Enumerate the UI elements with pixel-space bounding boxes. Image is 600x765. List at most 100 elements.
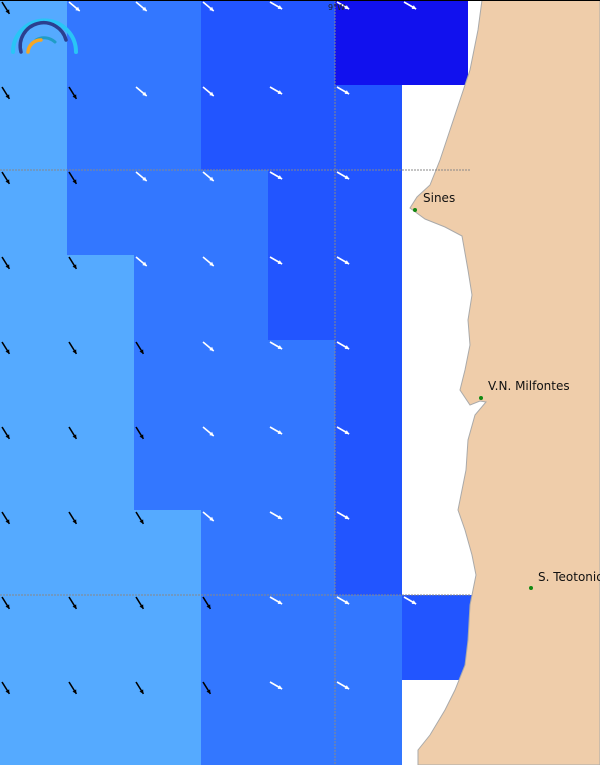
wave-direction-arrow-icon bbox=[68, 596, 78, 610]
wave-cell bbox=[268, 680, 335, 765]
wave-direction-arrow-icon bbox=[68, 511, 78, 525]
wave-cell bbox=[134, 0, 201, 85]
wave-cell bbox=[134, 680, 201, 765]
wave-direction-arrow-icon bbox=[403, 1, 417, 10]
wave-direction-arrow-icon bbox=[1, 426, 11, 440]
wave-cell bbox=[134, 170, 201, 255]
wave-cell bbox=[67, 595, 134, 680]
longitude-label: 9°W bbox=[328, 3, 345, 12]
wave-cell bbox=[268, 255, 335, 340]
logo bbox=[11, 18, 78, 54]
wave-cell bbox=[67, 255, 134, 340]
wave-cell bbox=[134, 340, 201, 425]
wave-cell bbox=[0, 85, 67, 170]
wave-cell bbox=[67, 680, 134, 765]
wave-cell bbox=[335, 340, 402, 425]
wave-cell bbox=[335, 425, 402, 510]
wave-direction-arrow-icon bbox=[403, 596, 417, 605]
wave-direction-arrow-icon bbox=[135, 256, 148, 267]
wave-direction-arrow-icon bbox=[135, 86, 148, 97]
city-marker-icon[interactable] bbox=[413, 208, 417, 212]
wave-direction-arrow-icon bbox=[1, 86, 11, 100]
city-label-sines: Sines bbox=[423, 191, 456, 205]
wave-direction-arrow-icon bbox=[202, 341, 215, 352]
wave-cell bbox=[201, 595, 268, 680]
wave-cell bbox=[134, 510, 201, 595]
wave-direction-arrow-icon bbox=[135, 511, 145, 525]
wave-direction-arrow-icon bbox=[269, 681, 283, 690]
wave-direction-arrow-icon bbox=[135, 681, 145, 695]
wave-cell bbox=[335, 255, 402, 340]
wave-direction-arrow-icon bbox=[68, 86, 78, 100]
wave-cell bbox=[67, 340, 134, 425]
graticule bbox=[0, 0, 470, 765]
city-marker-icon[interactable] bbox=[529, 586, 533, 590]
wave-direction-arrow-icon bbox=[336, 1, 350, 10]
wave-direction-arrow-icon bbox=[202, 426, 215, 437]
wave-direction-arrow-icon bbox=[202, 596, 212, 610]
wave-cell bbox=[67, 425, 134, 510]
city-label-milfontes: V.N. Milfontes bbox=[488, 379, 570, 393]
wave-cell bbox=[268, 510, 335, 595]
wave-cell bbox=[67, 85, 134, 170]
wave-cell bbox=[268, 85, 335, 170]
wave-direction-arrow-icon bbox=[1, 171, 11, 185]
wave-cell bbox=[0, 595, 67, 680]
wave-cell bbox=[0, 425, 67, 510]
wave-cell bbox=[134, 595, 201, 680]
wave-cell bbox=[335, 510, 402, 595]
wave-cell bbox=[335, 680, 402, 765]
wave-direction-arrow-icon bbox=[68, 1, 81, 12]
wave-direction-arrow-icon bbox=[135, 1, 148, 12]
wave-direction-arrow-icon bbox=[269, 256, 283, 265]
wave-cell bbox=[402, 595, 472, 680]
wave-direction-arrow-icon bbox=[269, 86, 283, 95]
wave-cell bbox=[67, 510, 134, 595]
wave-cell bbox=[134, 425, 201, 510]
wave-cell bbox=[134, 255, 201, 340]
wave-direction-arrow-icon bbox=[135, 341, 145, 355]
wave-direction-arrow-icon bbox=[135, 426, 145, 440]
wave-cell bbox=[134, 85, 201, 170]
wave-direction-arrow-icon bbox=[1, 596, 11, 610]
wave-direction-arrow-icon bbox=[202, 86, 215, 97]
wave-direction-arrow-icon bbox=[269, 511, 283, 520]
wave-cell bbox=[402, 340, 470, 425]
wave-cell bbox=[335, 170, 402, 255]
wave-cell bbox=[268, 0, 335, 85]
wave-direction-arrow-icon bbox=[269, 171, 283, 180]
wave-cell bbox=[0, 680, 67, 765]
wave-direction-arrow-icon bbox=[135, 171, 148, 182]
city-marker-icon[interactable] bbox=[479, 396, 483, 400]
wave-direction-arrow-icon bbox=[68, 426, 78, 440]
wave-cell bbox=[201, 0, 268, 85]
wave-cell bbox=[335, 0, 402, 85]
wave-cell bbox=[268, 595, 335, 680]
wave-direction-arrow-icon bbox=[336, 596, 350, 605]
wave-direction-arrow-icon bbox=[1, 681, 11, 695]
wave-cell bbox=[402, 255, 470, 340]
wave-cell bbox=[268, 340, 335, 425]
wave-cell bbox=[402, 0, 468, 85]
wave-cell bbox=[67, 170, 134, 255]
wave-direction-arrow-icon bbox=[336, 171, 350, 180]
wave-direction-arrow-icon bbox=[202, 1, 215, 12]
wave-direction-arrow-icon bbox=[202, 256, 215, 267]
wave-cell bbox=[67, 0, 134, 85]
wave-direction-arrow-icon bbox=[336, 341, 350, 350]
city-label-teotonio: S. Teotonio bbox=[538, 570, 600, 584]
wave-direction-arrow-icon bbox=[336, 511, 350, 520]
wave-direction-arrow-icon bbox=[336, 256, 350, 265]
land-portugal bbox=[409, 0, 600, 765]
wave-direction-arrow-icon bbox=[68, 171, 78, 185]
wave-cell bbox=[0, 255, 67, 340]
wave-direction-arrow-icon bbox=[336, 86, 350, 95]
wave-cell bbox=[201, 255, 268, 340]
wave-direction-arrow-icon bbox=[1, 511, 11, 525]
wave-cell bbox=[268, 170, 335, 255]
wave-direction-arrow-icon bbox=[135, 596, 145, 610]
wave-cell bbox=[402, 425, 470, 510]
wave-direction-arrow-icon bbox=[1, 341, 11, 355]
wave-direction-arrow-icon bbox=[269, 596, 283, 605]
